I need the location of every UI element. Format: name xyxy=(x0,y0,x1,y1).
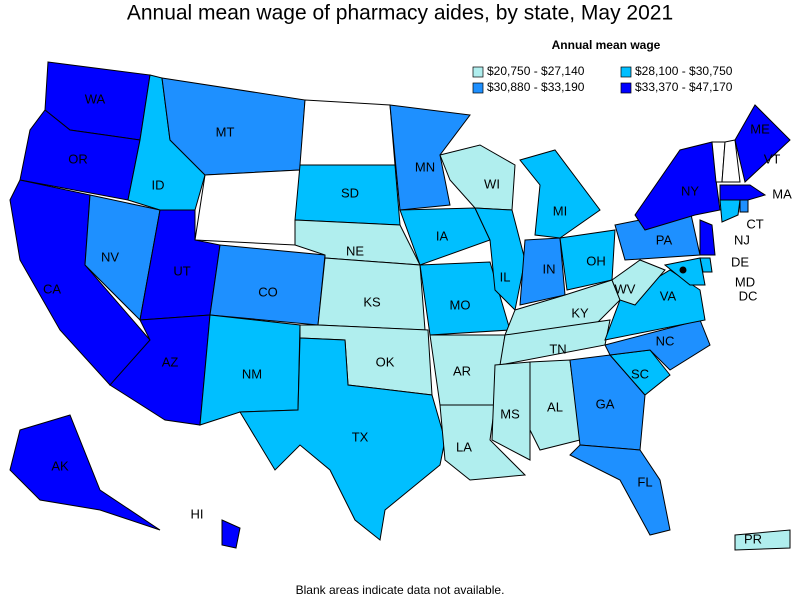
state-label: CT xyxy=(746,216,763,231)
state xyxy=(721,139,741,183)
state-label: ME xyxy=(750,121,770,136)
state-label: DC xyxy=(739,288,758,303)
legend-label: $28,100 - $30,750 xyxy=(635,64,733,78)
state-label: MO xyxy=(450,297,471,312)
state-label: MN xyxy=(415,159,435,174)
state xyxy=(194,169,301,246)
state-label: NE xyxy=(346,243,364,258)
state-label: PA xyxy=(656,232,673,247)
state-label: MT xyxy=(216,124,235,139)
state-marker xyxy=(679,266,687,274)
state-label: FL xyxy=(637,474,652,489)
state-label: SC xyxy=(631,366,649,381)
state-label: TN xyxy=(549,341,566,356)
state-label: NJ xyxy=(734,232,750,247)
state xyxy=(719,184,767,201)
state xyxy=(739,199,749,213)
legend-label: $30,880 - $33,190 xyxy=(487,80,585,94)
state-label: MS xyxy=(500,406,520,421)
state xyxy=(9,414,161,531)
state-label: MI xyxy=(553,203,567,218)
state-label: AR xyxy=(453,363,471,378)
legend-label: $33,370 - $47,170 xyxy=(635,80,733,94)
state-label: TX xyxy=(352,429,369,444)
state-label: SD xyxy=(341,185,359,200)
state-label: WV xyxy=(615,281,636,296)
state-label: IL xyxy=(500,269,511,284)
state-label: MA xyxy=(772,186,792,201)
legend-title: Annual mean wage xyxy=(552,38,661,52)
state xyxy=(491,361,531,461)
legend-swatch xyxy=(620,66,632,78)
state xyxy=(569,444,671,536)
state xyxy=(634,141,721,231)
legend-swatch xyxy=(472,82,484,94)
state-label: KS xyxy=(363,294,381,309)
state-label: CA xyxy=(43,281,61,296)
state xyxy=(699,219,716,256)
state-label: AZ xyxy=(162,354,179,369)
state xyxy=(604,269,706,341)
legend-swatch xyxy=(620,82,632,94)
state-label: MD xyxy=(735,274,755,289)
state-label: KY xyxy=(571,305,589,320)
state xyxy=(519,149,601,239)
state-label: NM xyxy=(242,366,262,381)
state xyxy=(719,199,741,223)
state-label: WI xyxy=(484,176,500,191)
state-label: OH xyxy=(586,253,606,268)
state-label: NC xyxy=(656,333,675,348)
map-title: Annual mean wage of pharmacy aides, by s… xyxy=(127,2,673,25)
state xyxy=(239,337,446,541)
state-label: NV xyxy=(101,249,119,264)
footnote: Blank areas indicate data not available. xyxy=(296,583,505,597)
state xyxy=(439,144,516,211)
state xyxy=(299,99,396,166)
state-label: AL xyxy=(547,399,563,414)
state-label: DE xyxy=(731,254,749,269)
state-label: AK xyxy=(51,458,69,473)
state-label: OR xyxy=(68,151,88,166)
legend-label: $20,750 - $27,140 xyxy=(487,64,585,78)
state xyxy=(734,104,791,183)
state-label: IN xyxy=(543,261,556,276)
state xyxy=(389,104,471,211)
state-label: LA xyxy=(456,439,472,454)
state xyxy=(569,354,646,451)
state xyxy=(529,359,581,451)
state-label: NY xyxy=(681,183,699,198)
state-label: CO xyxy=(258,284,278,299)
state-label: OK xyxy=(376,354,395,369)
state xyxy=(221,519,241,549)
state-label: PR xyxy=(744,531,762,546)
state-label: IA xyxy=(436,228,449,243)
state-label: GA xyxy=(596,396,615,411)
state-label: WA xyxy=(85,91,106,106)
state xyxy=(611,259,666,306)
state-label: UT xyxy=(173,263,190,278)
state-label: ID xyxy=(152,177,165,192)
state-label: VT xyxy=(764,151,781,166)
state-label: HI xyxy=(191,506,204,521)
legend-swatch xyxy=(472,66,484,78)
state xyxy=(734,529,791,551)
state-label: VA xyxy=(660,288,677,303)
